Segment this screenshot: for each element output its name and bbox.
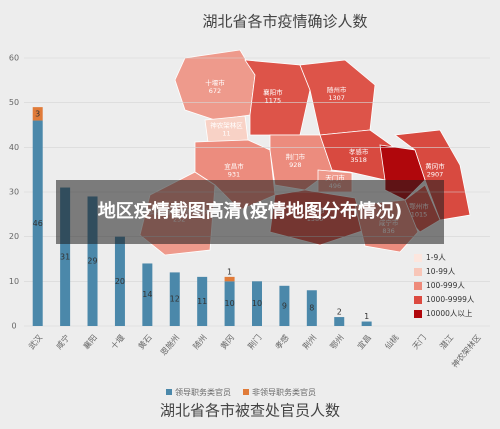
data-label: 10: [252, 299, 262, 308]
y-tick-label: 40: [9, 143, 19, 152]
bar: [224, 281, 235, 326]
region-value: 1175: [265, 96, 282, 104]
legend-label: 领导职务类官员: [175, 387, 231, 397]
x-tick-label: 神农架林区: [449, 332, 482, 369]
x-tick-label: 孝感: [273, 332, 291, 351]
map-legend-label: 10000人以上: [426, 309, 473, 318]
bar: [87, 196, 98, 326]
x-tick-label: 随州: [191, 332, 209, 351]
map-legend-label: 10-99人: [426, 267, 456, 276]
region-value: 928: [289, 161, 301, 169]
x-tick-label: 鄂州: [329, 333, 346, 351]
chart-title: 湖北省各市被查处官员人数: [160, 402, 340, 420]
bar: [142, 263, 153, 326]
x-tick-label: 恩施州: [158, 332, 181, 357]
region-name: 随州市: [327, 85, 347, 94]
banner-text: 地区疫情截图高清(疫情地图分布情况): [97, 201, 403, 222]
legend-swatch: [166, 389, 172, 395]
region-value: 3518: [350, 156, 367, 164]
region-name: 天门市: [325, 173, 345, 182]
x-tick-label: 十堰: [108, 332, 126, 351]
x-tick-label: 襄阳: [81, 332, 99, 351]
map-legend-swatch: [414, 254, 422, 262]
data-label: 1: [227, 267, 232, 276]
y-tick-label: 50: [9, 98, 19, 107]
x-tick-label: 潜江: [437, 332, 455, 351]
legend-swatch: [243, 389, 249, 395]
data-label: 11: [197, 297, 207, 306]
bar: [279, 285, 290, 326]
bar: [361, 321, 372, 326]
region-value: 2907: [427, 171, 444, 179]
data-label: 1: [364, 312, 369, 321]
region-value: 931: [228, 171, 240, 179]
data-label: 9: [282, 301, 287, 310]
region-value: 672: [209, 87, 221, 95]
bar: [252, 281, 262, 326]
y-tick-label: 60: [9, 54, 19, 63]
x-tick-label: 天门: [410, 332, 428, 351]
bar: [306, 290, 317, 326]
x-tick-label: 咸宁: [54, 332, 72, 351]
y-tick-label: 0: [11, 322, 16, 331]
map-legend-label: 100-999人: [426, 281, 465, 290]
map-title: 湖北省各市疫情确诊人数: [202, 13, 367, 31]
map-legend-label: 1000-9999人: [426, 295, 475, 304]
map-legend-label: 1-9人: [426, 253, 446, 262]
x-tick-label: 荆门: [246, 332, 264, 351]
legend-label: 非领导职务类官员: [252, 387, 316, 397]
map-legend-swatch: [414, 268, 422, 276]
data-label: 12: [170, 295, 180, 304]
banner: 地区疫情截图高清(疫情地图分布情况): [56, 180, 444, 244]
region-name: 襄阳市: [263, 87, 283, 96]
bar: [114, 236, 125, 326]
y-tick-label: 10: [9, 277, 19, 286]
region-name: 宜昌市: [224, 162, 244, 171]
region-value: 1307: [328, 94, 345, 102]
map-legend-swatch: [414, 310, 422, 318]
x-tick-label: 黄冈: [218, 332, 236, 351]
y-tick-label: 30: [9, 188, 19, 197]
region-name: 十堰市: [205, 78, 225, 87]
bar: [334, 317, 345, 326]
region-name: 黄冈市: [425, 162, 445, 171]
data-label: 31: [60, 252, 70, 261]
region-name: 孝感市: [349, 147, 369, 156]
bar: [197, 276, 208, 326]
data-label: 10: [224, 299, 234, 308]
data-label: 2: [337, 308, 342, 317]
x-tick-label: 武汉: [26, 332, 44, 351]
x-tick-label: 黄石: [136, 332, 154, 351]
data-label: 3: [35, 109, 40, 118]
region-name: 荆门市: [286, 152, 306, 161]
region-name: 神农架林区: [210, 121, 243, 130]
bar: [32, 120, 43, 327]
map-legend-swatch: [414, 296, 422, 304]
region-value: 11: [222, 130, 230, 138]
x-tick-label: 荆州: [300, 332, 318, 351]
bar: [60, 187, 71, 326]
data-label: 20: [115, 277, 125, 286]
map-legend-swatch: [414, 282, 422, 290]
x-tick-label: 宜昌: [355, 332, 373, 351]
x-tick-label: 仙桃: [383, 332, 401, 351]
y-tick-label: 20: [9, 232, 19, 241]
data-label: 14: [142, 290, 152, 299]
bar: [32, 107, 43, 121]
data-label: 29: [87, 257, 97, 266]
data-label: 46: [33, 219, 43, 228]
bar: [224, 276, 235, 282]
bar: [169, 272, 180, 326]
data-label: 8: [309, 304, 314, 313]
